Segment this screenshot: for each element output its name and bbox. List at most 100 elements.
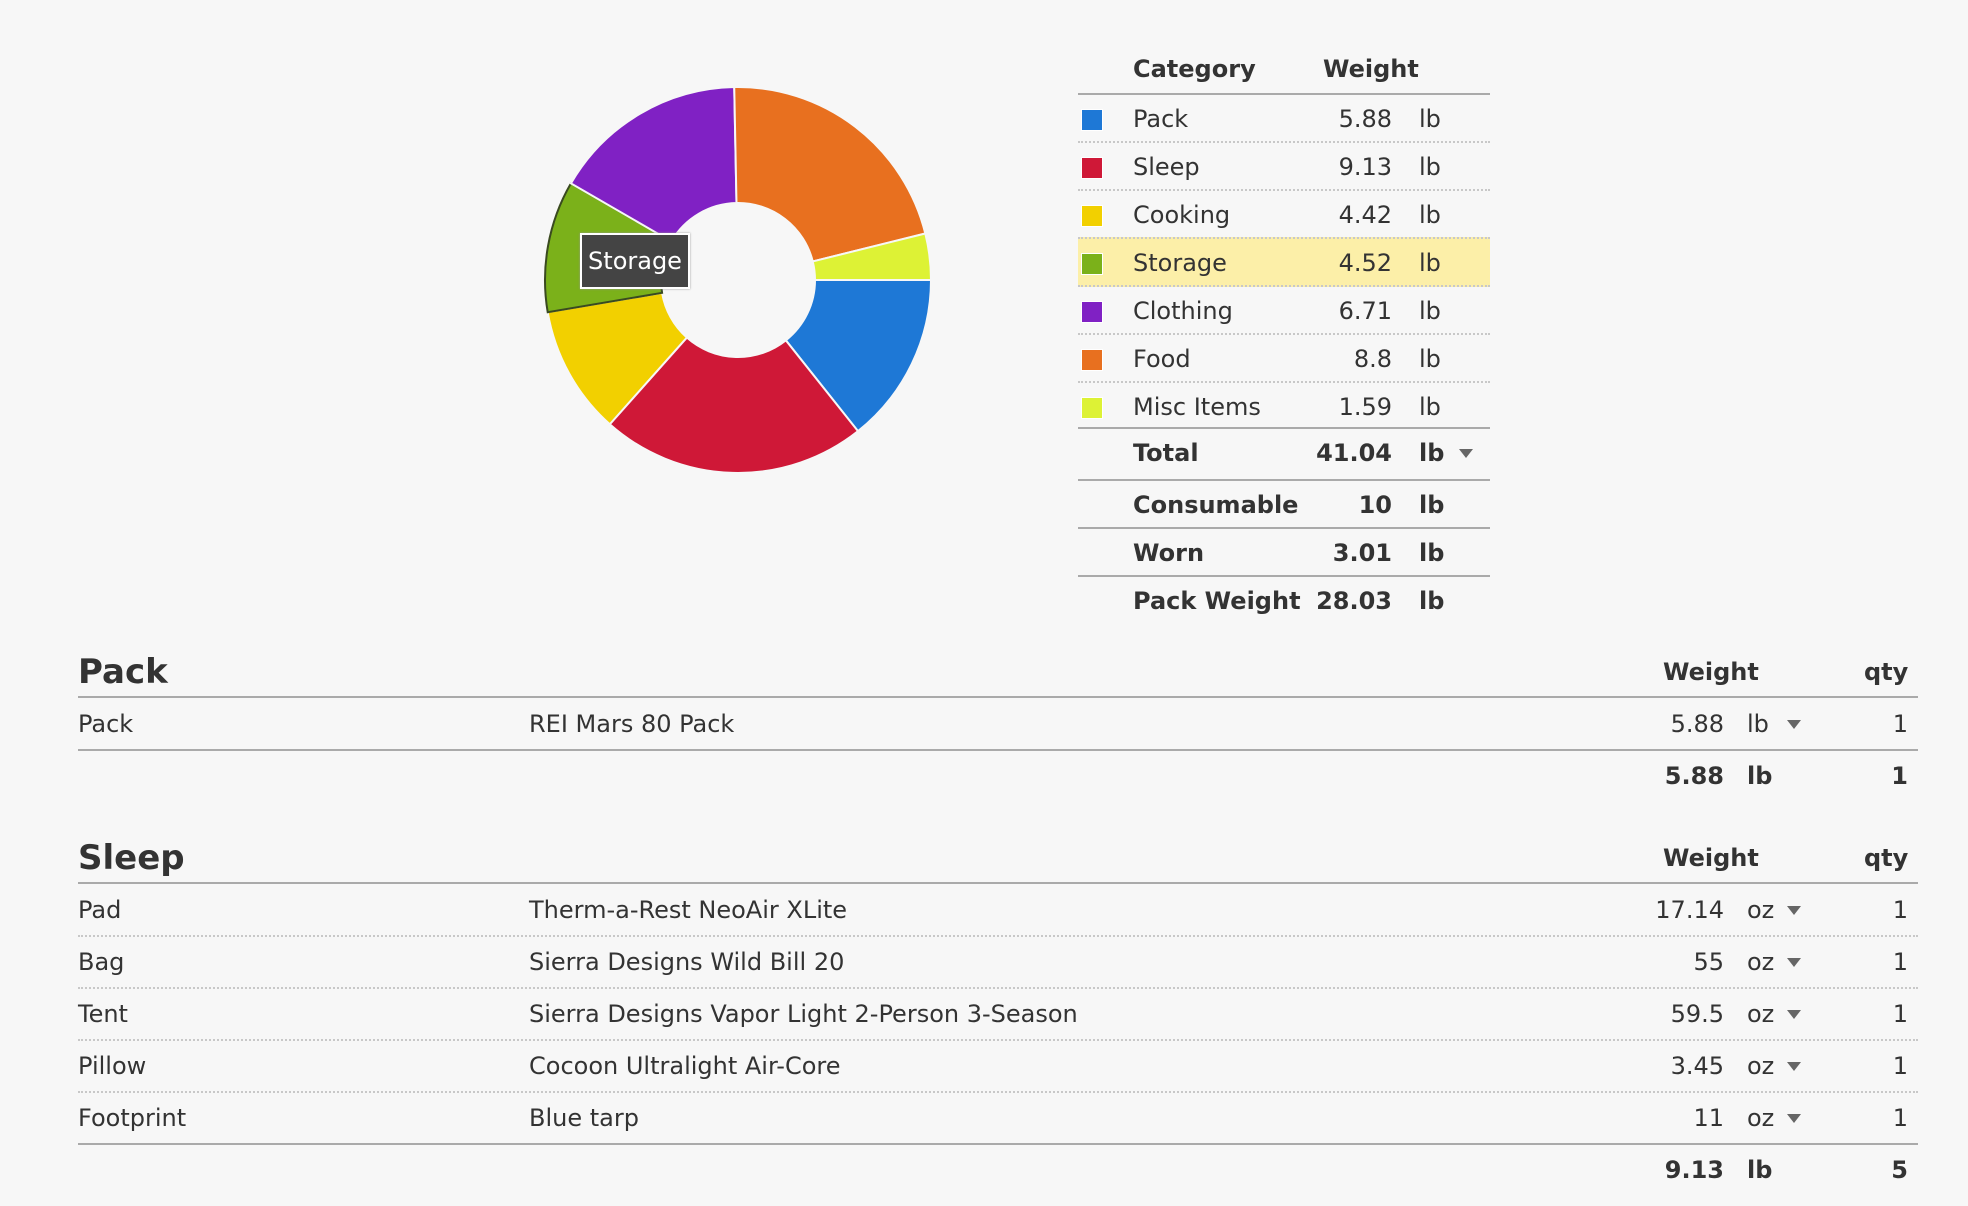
item-qty[interactable]: 1: [1892, 1000, 1908, 1028]
item-unit[interactable]: lb: [1747, 710, 1769, 738]
item-name[interactable]: Tent: [78, 1000, 128, 1028]
item-qty[interactable]: 1: [1892, 896, 1908, 924]
category-unit: lb: [1419, 393, 1441, 421]
row-divider: [78, 987, 1918, 989]
summary-row-sleep[interactable]: Sleep 9.13 lb: [1078, 141, 1490, 191]
section-total-row: 9.13 lb 5: [78, 1144, 1918, 1196]
item-description[interactable]: Blue tarp: [529, 1104, 639, 1132]
item-description[interactable]: Sierra Designs Wild Bill 20: [529, 948, 845, 976]
item-row[interactable]: Tent Sierra Designs Vapor Light 2-Person…: [78, 988, 1918, 1040]
item-qty[interactable]: 1: [1892, 710, 1908, 738]
category-weight: 5.88: [1338, 105, 1392, 133]
section-total-unit: lb: [1747, 1156, 1773, 1184]
color-swatch: [1081, 397, 1103, 419]
chart-tooltip: Storage: [580, 233, 690, 289]
unit-dropdown-arrow-icon[interactable]: [1787, 1114, 1801, 1123]
item-weight[interactable]: 17.14: [1655, 896, 1724, 924]
item-description[interactable]: Sierra Designs Vapor Light 2-Person 3-Se…: [529, 1000, 1078, 1028]
item-name[interactable]: Pack: [78, 710, 134, 738]
summary-row-storage[interactable]: Storage 4.52 lb: [1078, 237, 1490, 287]
category-weight: 6.71: [1338, 297, 1392, 325]
weight-header: Weight: [1323, 55, 1419, 83]
item-unit[interactable]: oz: [1747, 1052, 1775, 1080]
item-weight[interactable]: 59.5: [1670, 1000, 1724, 1028]
section-total-weight: 5.88: [1664, 762, 1724, 790]
unit-dropdown-arrow-icon[interactable]: [1787, 720, 1801, 729]
total-weight: 41.04: [1316, 439, 1392, 467]
category-weight: 1.59: [1338, 393, 1392, 421]
total-unit[interactable]: lb: [1419, 439, 1445, 467]
item-weight[interactable]: 5.88: [1670, 710, 1724, 738]
summary-row-clothing[interactable]: Clothing 6.71 lb: [1078, 285, 1490, 335]
donut-slice-food[interactable]: [733, 86, 927, 263]
category-label: Food: [1133, 345, 1191, 373]
pack-weight-value: 28.03: [1316, 587, 1392, 615]
item-weight[interactable]: 55: [1693, 948, 1724, 976]
item-row[interactable]: Footprint Blue tarp 11 oz 1: [78, 1092, 1918, 1144]
unit-dropdown-arrow-icon[interactable]: [1787, 906, 1801, 915]
item-name[interactable]: Pillow: [78, 1052, 147, 1080]
category-unit: lb: [1419, 297, 1441, 325]
total-divider: [78, 1143, 1918, 1145]
donut-slice-clothing[interactable]: [569, 86, 738, 243]
category-weight: 9.13: [1338, 153, 1392, 181]
worn-weight: 3.01: [1332, 539, 1392, 567]
section-total-unit: lb: [1747, 762, 1773, 790]
qty-column-header: qty: [1864, 658, 1909, 686]
item-description[interactable]: Cocoon Ultralight Air-Core: [529, 1052, 841, 1080]
unit-dropdown-arrow-icon[interactable]: [1787, 1010, 1801, 1019]
summary-row-food[interactable]: Food 8.8 lb: [1078, 333, 1490, 383]
item-row[interactable]: Pack REI Mars 80 Pack 5.88 lb 1: [78, 698, 1918, 750]
summary-worn-row: Worn 3.01 lb: [1078, 527, 1490, 577]
donut-slice-misc-items[interactable]: [811, 232, 933, 281]
category-weight: 8.8: [1353, 345, 1392, 373]
item-unit[interactable]: oz: [1747, 1000, 1775, 1028]
color-swatch: [1081, 205, 1103, 227]
weight-column-header: Weight: [1663, 658, 1759, 686]
donut-slice-pack[interactable]: [784, 279, 933, 433]
item-qty[interactable]: 1: [1892, 1052, 1908, 1080]
section-title: Sleep: [78, 838, 185, 878]
item-unit[interactable]: oz: [1747, 896, 1775, 924]
category-label: Cooking: [1133, 201, 1231, 229]
summary-header: Category Weight: [1078, 45, 1490, 93]
section-total-qty: 1: [1891, 762, 1908, 790]
item-row[interactable]: Bag Sierra Designs Wild Bill 20 55 oz 1: [78, 936, 1918, 988]
color-swatch: [1081, 109, 1103, 131]
item-description[interactable]: Therm-a-Rest NeoAir XLite: [529, 896, 848, 924]
category-label: Misc Items: [1133, 393, 1261, 421]
unit-dropdown-arrow-icon[interactable]: [1459, 449, 1473, 458]
summary-row-misc-items[interactable]: Misc Items 1.59 lb: [1078, 381, 1490, 431]
category-unit: lb: [1419, 345, 1441, 373]
summary-pack-weight-row: Pack Weight 28.03 lb: [1078, 575, 1490, 625]
item-weight[interactable]: 3.45: [1670, 1052, 1724, 1080]
row-divider: [78, 1091, 1918, 1093]
pack-weight-label: Pack Weight: [1133, 587, 1301, 615]
row-divider: [78, 1039, 1918, 1041]
summary-row-pack[interactable]: Pack 5.88 lb: [1078, 93, 1490, 143]
total-label: Total: [1133, 439, 1199, 467]
item-row[interactable]: Pad Therm-a-Rest NeoAir XLite 17.14 oz 1: [78, 884, 1918, 936]
category-label: Storage: [1133, 249, 1227, 277]
weight-column-header: Weight: [1663, 844, 1759, 872]
item-unit[interactable]: oz: [1747, 1104, 1775, 1132]
item-description[interactable]: REI Mars 80 Pack: [529, 710, 735, 738]
category-unit: lb: [1419, 201, 1441, 229]
pack-weight-unit: lb: [1419, 587, 1445, 615]
summary-consumable-row: Consumable 10 lb: [1078, 479, 1490, 529]
item-row[interactable]: Pillow Cocoon Ultralight Air-Core 3.45 o…: [78, 1040, 1918, 1092]
item-name[interactable]: Bag: [78, 948, 125, 976]
summary-total-row: Total 41.04 lb: [1078, 427, 1490, 477]
unit-dropdown-arrow-icon[interactable]: [1787, 958, 1801, 967]
item-name[interactable]: Footprint: [78, 1104, 187, 1132]
item-weight[interactable]: 11: [1693, 1104, 1724, 1132]
item-unit[interactable]: oz: [1747, 948, 1775, 976]
summary-row-cooking[interactable]: Cooking 4.42 lb: [1078, 189, 1490, 239]
item-qty[interactable]: 1: [1892, 1104, 1908, 1132]
donut-slice-sleep[interactable]: [608, 336, 860, 474]
category-unit: lb: [1419, 153, 1441, 181]
category-label: Sleep: [1133, 153, 1200, 181]
item-name[interactable]: Pad: [78, 896, 122, 924]
unit-dropdown-arrow-icon[interactable]: [1787, 1062, 1801, 1071]
item-qty[interactable]: 1: [1892, 948, 1908, 976]
